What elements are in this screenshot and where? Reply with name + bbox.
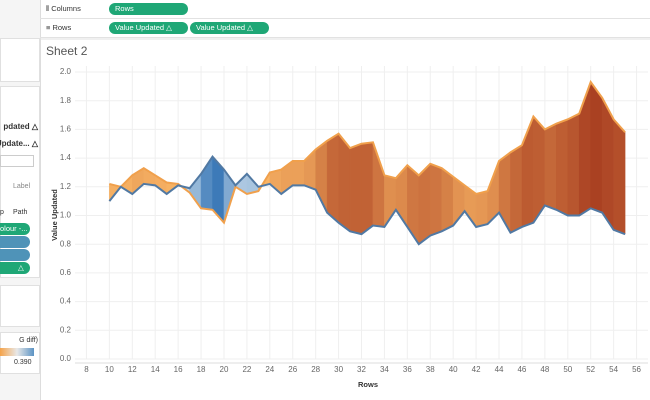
- x-axis-label: Rows: [358, 380, 378, 389]
- x-tick-label: 56: [632, 365, 641, 374]
- y-tick-label: 0.0: [60, 354, 72, 363]
- y-tick-label: 1.0: [60, 211, 72, 220]
- field: pdated △: [3, 122, 38, 131]
- shelf-pill[interactable]: Rows: [109, 3, 188, 15]
- columns-shelf: [40, 0, 650, 19]
- pill[interactable]: [0, 249, 30, 261]
- x-tick-label: 54: [609, 365, 618, 374]
- mark-button[interactable]: Path: [13, 209, 28, 216]
- band: [418, 163, 431, 245]
- band: [292, 160, 305, 186]
- legend-max: 0.390: [14, 359, 32, 366]
- pill[interactable]: [0, 236, 30, 248]
- x-tick-label: 36: [403, 365, 412, 374]
- y-axis-label: Value Updated: [50, 189, 59, 241]
- band: [326, 133, 339, 224]
- x-tick-label: 10: [105, 365, 114, 374]
- pill[interactable]: △: [0, 262, 30, 274]
- mark-button[interactable]: p: [0, 209, 4, 216]
- y-tick-label: 0.2: [60, 325, 72, 334]
- band: [613, 118, 626, 235]
- x-tick-label: 28: [311, 365, 320, 374]
- chart-title: Sheet 2: [46, 44, 88, 58]
- x-tick-label: 12: [128, 365, 137, 374]
- band: [430, 163, 442, 236]
- x-tick-label: 38: [426, 365, 435, 374]
- y-tick-label: 2.0: [60, 67, 72, 76]
- y-tick-label: 0.8: [60, 239, 72, 248]
- x-tick-label: 16: [174, 365, 183, 374]
- band: [189, 173, 202, 210]
- panel-box: [0, 38, 40, 82]
- x-tick-label: 50: [563, 365, 572, 374]
- x-tick-label: 34: [380, 365, 389, 374]
- y-tick-label: 0.6: [60, 268, 72, 277]
- shelf-label-text: Columns: [51, 4, 81, 13]
- band: [407, 164, 420, 246]
- legend-gradient: [0, 348, 34, 356]
- dropdown[interactable]: [0, 155, 34, 167]
- y-tick-label: 1.6: [60, 125, 72, 134]
- mark-button[interactable]: Label: [13, 183, 31, 190]
- legend-title: G diff): [19, 337, 38, 344]
- band: [544, 123, 557, 211]
- band: [567, 113, 580, 216]
- x-tick-label: 44: [495, 365, 504, 374]
- band: [578, 81, 591, 216]
- band: [269, 169, 282, 195]
- x-tick-label: 20: [220, 365, 229, 374]
- band: [441, 167, 454, 232]
- x-tick-label: 40: [449, 365, 458, 374]
- field: Update... △: [0, 139, 38, 148]
- color-pill[interactable]: olour -...: [0, 223, 30, 235]
- x-tick-label: 24: [265, 365, 274, 374]
- x-tick-label: 14: [151, 365, 160, 374]
- band: [349, 143, 362, 235]
- band: [361, 142, 374, 235]
- x-tick-label: 26: [288, 365, 297, 374]
- panel-box: [0, 285, 40, 327]
- x-tick-label: 8: [84, 365, 89, 374]
- x-tick-label: 42: [472, 365, 481, 374]
- shelf-label: ⫴ Columns: [46, 4, 81, 13]
- x-tick-label: 46: [517, 365, 526, 374]
- x-tick-label: 18: [197, 365, 206, 374]
- band: [372, 142, 385, 228]
- x-tick-label: 22: [242, 365, 251, 374]
- y-tick-label: 1.8: [60, 96, 72, 105]
- x-tick-label: 30: [334, 365, 343, 374]
- line: [109, 79, 626, 225]
- band: [590, 81, 603, 213]
- x-tick-label: 52: [586, 365, 595, 374]
- shelf-label-text: Rows: [52, 23, 72, 32]
- band: [475, 190, 488, 228]
- band: [510, 144, 523, 234]
- shelf-pill[interactable]: Value Updated △: [190, 22, 269, 34]
- y-tick-label: 1.4: [60, 153, 72, 162]
- rows-shelf: [40, 19, 650, 38]
- band: [556, 118, 569, 216]
- line: [108, 155, 626, 246]
- y-tick-label: 1.2: [60, 182, 72, 191]
- x-tick-label: 48: [540, 365, 549, 374]
- x-tick-label: 32: [357, 365, 366, 374]
- shelf-label: ≡ Rows: [46, 23, 72, 32]
- y-tick-label: 0.4: [60, 297, 72, 306]
- shelf-pill[interactable]: Value Updated △: [109, 22, 188, 34]
- band: [338, 132, 351, 232]
